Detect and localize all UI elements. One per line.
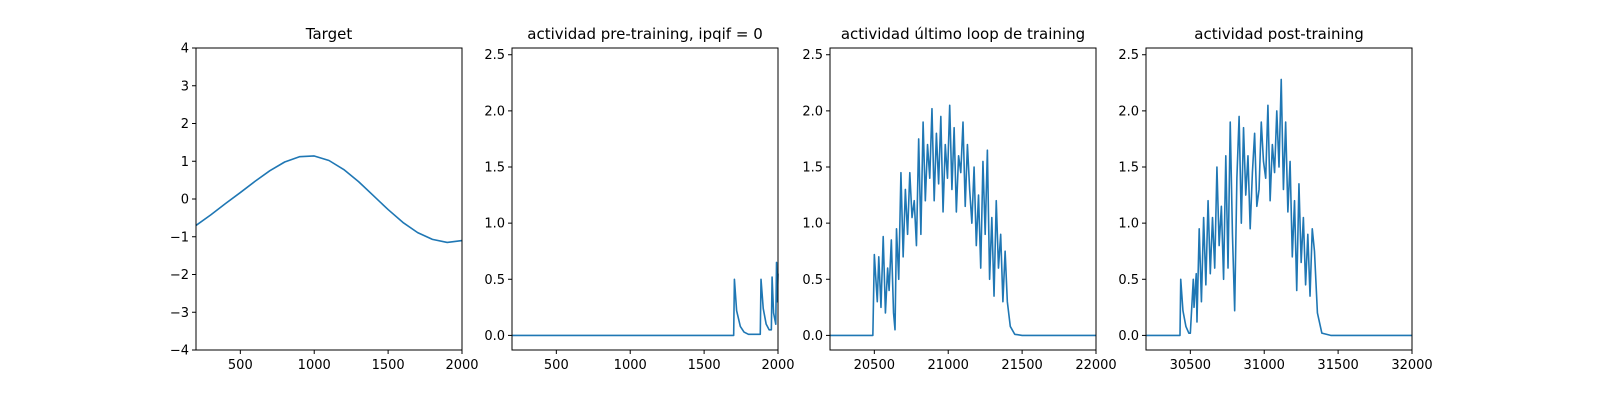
x-tick-label: 1000 [298,358,331,373]
plot-frame [511,47,779,351]
y-tick-label: 2.0 [802,104,823,119]
panel-title: Target [305,25,353,43]
y-tick-label: 1.5 [484,161,505,176]
y-tick-label: 1 [181,155,189,170]
series-line-0 [195,155,463,244]
x-tick-label: 500 [544,358,569,373]
x-tick-label: 31500 [1317,358,1358,373]
y-tick-label: 0 [181,193,189,208]
panel-title: actividad último loop de training [841,25,1085,43]
panel-title: actividad pre-training, ipqif = 0 [527,25,763,43]
y-tick-label: −1 [170,230,189,245]
x-tick-label: 30500 [1170,358,1211,373]
series-line-0 [830,104,1096,337]
y-tick-label: −4 [170,344,189,359]
x-tick-label: 1500 [372,358,405,373]
plot-frame [829,47,1097,351]
plot-frame [1145,47,1413,351]
panel-last-training-loop: actividad último loop de training 20500 2… [802,25,1116,373]
series-line-0 [512,261,779,337]
y-tick-label: 2.0 [1118,104,1139,119]
y-tick-label: −2 [170,268,189,283]
y-tick-label: 0.0 [1118,329,1139,344]
x-tick-label: 21000 [928,358,969,373]
y-tick-label: 2.5 [1118,48,1139,63]
y-tick-label: 2.5 [802,48,823,63]
x-tick-label: 31000 [1244,358,1285,373]
y-tick-label: 2.0 [484,104,505,119]
x-tick-label: 21500 [1001,358,1042,373]
panel-title: actividad post-training [1194,25,1363,43]
y-tick-label: 1.5 [802,161,823,176]
y-tick-label: 2 [181,117,189,132]
x-tick-label: 500 [228,358,253,373]
x-tick-label: 1000 [614,358,647,373]
y-tick-label: 0.5 [1118,273,1139,288]
x-tick-label: 1500 [688,358,721,373]
y-tick-label: 1.0 [802,217,823,232]
y-tick-label: 0.5 [802,273,823,288]
panel-post-training: actividad post-training 30500 31000 31500 3… [1118,25,1432,373]
x-tick-label: 2000 [445,358,478,373]
series-line-0 [1146,78,1412,337]
panel-pre-training: actividad pre-training, ipqif = 0 500 100… [484,25,794,373]
x-tick-label: 22000 [1075,358,1116,373]
x-tick-label: 32000 [1391,358,1432,373]
y-tick-label: 0.0 [484,329,505,344]
panel-target: Target 500 1000 1500 2000 −4 −3 −2 −1 0 1 2 3 4 [170,25,479,373]
y-tick-label: −3 [170,306,189,321]
x-tick-label: 2000 [761,358,794,373]
x-tick-label: 20500 [854,358,895,373]
y-tick-label: 1.0 [1118,217,1139,232]
y-tick-label: 1.0 [484,217,505,232]
y-tick-label: 4 [181,42,189,57]
y-tick-label: 0.0 [802,329,823,344]
y-tick-label: 3 [181,79,189,94]
y-tick-label: 2.5 [484,48,505,63]
y-tick-label: 1.5 [1118,161,1139,176]
y-tick-label: 0.5 [484,273,505,288]
